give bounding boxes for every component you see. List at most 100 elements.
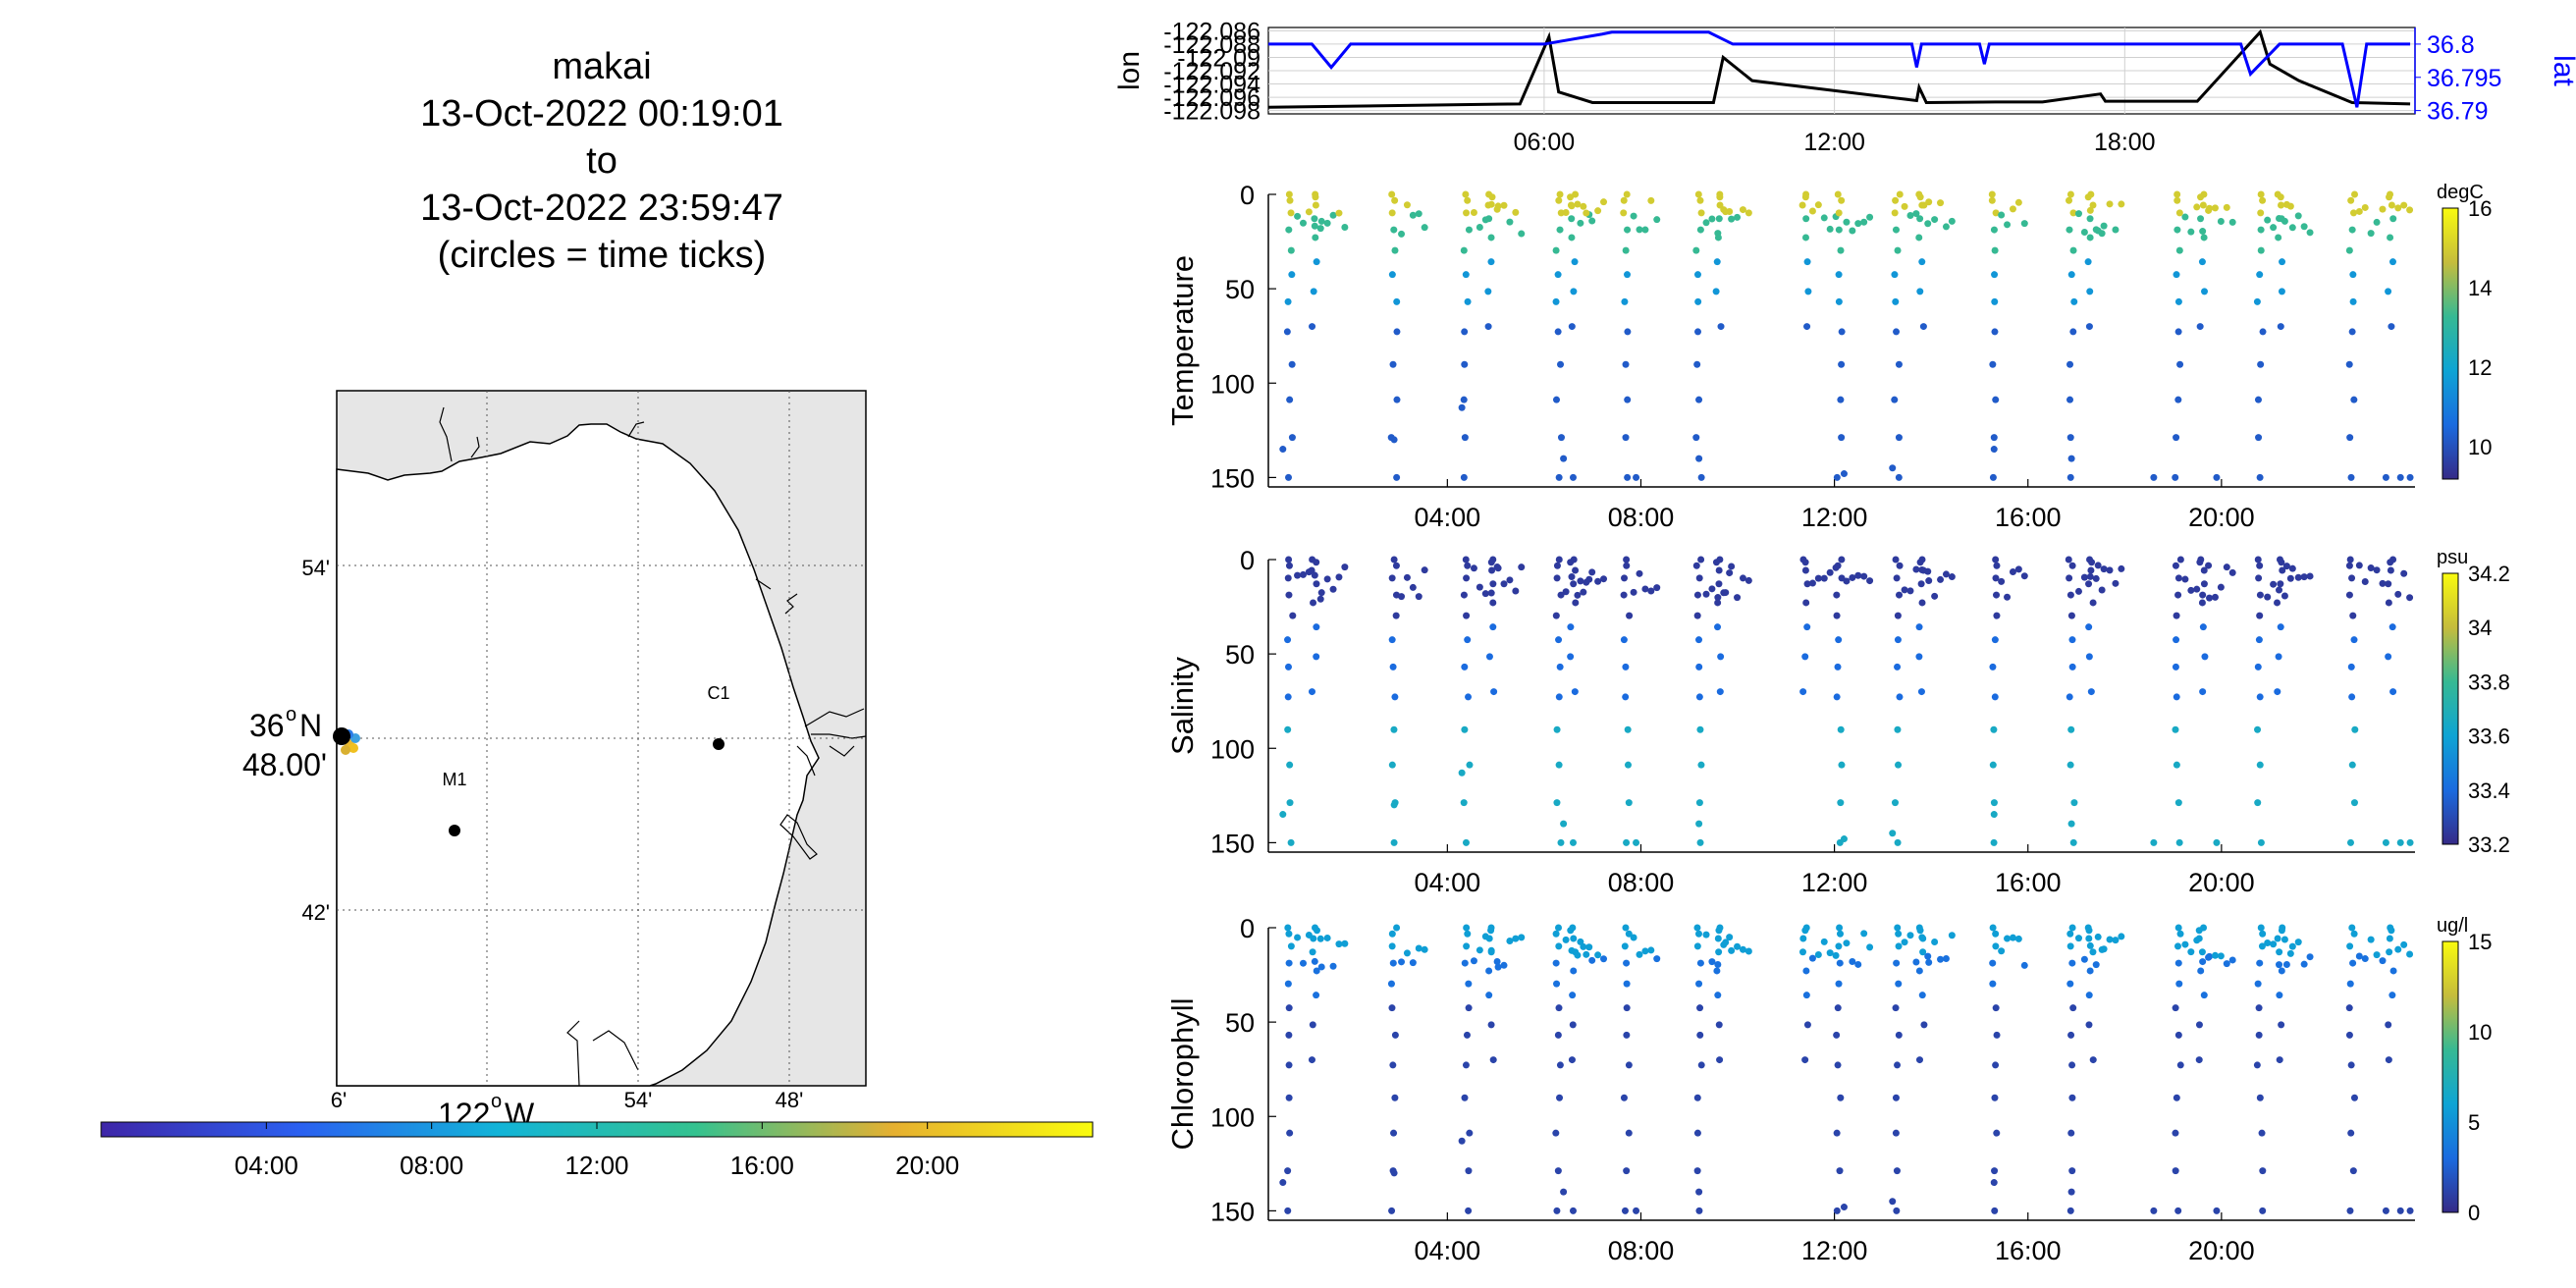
temperature-data-point [1583,209,1590,217]
temperature-data-point [1653,216,1661,224]
chlorophyll-data-point [1693,942,1701,950]
temperature-data-point [1801,193,1809,201]
chlorophyll-data-point [1799,935,1807,942]
salinity-data-point [1695,693,1703,701]
track-point [349,743,358,753]
chlorophyll-data-point [1715,927,1723,935]
temperature-data-point [1567,201,1575,209]
chlorophyll-data-point [2085,927,2093,935]
salinity-data-point [2174,591,2182,599]
salinity-data-point [2067,612,2075,619]
chlorophyll-data-point [1992,930,2000,938]
chlorophyll-data-point [1734,942,1742,950]
salinity-data-point [2348,761,2356,769]
map-panel: 54' 42' 36 o N 48.00' 6' 54' 48' 122 o W… [242,390,867,1132]
salinity-data-point [1695,820,1703,828]
temperature-data-point [1891,271,1899,279]
salinity-data-point [2282,563,2290,570]
temperature-data-point [1948,217,1956,225]
chlorophyll-data-point [2259,1207,2267,1214]
salinity-data-point [1309,688,1316,696]
temperature-data-point [2197,215,2205,223]
salinity-data-point [1461,725,1469,733]
chlorophyll-data-point [1623,959,1631,967]
salinity-data-point [1833,693,1841,701]
chlorophyll-data-point [1919,948,1927,956]
temperature-data-point [2394,204,2402,212]
temperature-data-point [2349,209,2357,217]
chlorophyll-data-point [1915,1056,1923,1064]
salinity-data-point [2256,612,2264,619]
temperature-data-point [1803,323,1811,331]
temperature-data-point [1728,215,1736,223]
salinity-data-point [1814,574,1822,582]
salinity-data-point [1734,594,1742,602]
salinity-data-point [1279,811,1287,819]
temperature-data-point [1722,208,1730,216]
temperature-data-point [1462,271,1470,279]
chlorophyll-data-point [2394,945,2402,953]
salinity-data-point [1802,599,1810,607]
chlorophyll-data-point [1836,930,1844,938]
chlorophyll-data-point [2406,1207,2414,1214]
chlorophyll-data-point [1308,1056,1315,1064]
salinity-data-point [1574,591,1582,599]
temperature-data-point [1279,446,1287,454]
salinity-data-point [2346,838,2354,846]
chlorophyll-data-point [1310,935,1317,942]
temperature-data-point [1843,218,1851,226]
map-lat-minutes: 48.00' [242,747,327,782]
chlorophyll-data-point [1622,924,1630,932]
chlorophyll-data-point [1801,1056,1809,1064]
chlorophyll-data-point [1485,935,1493,942]
salinity-data-point [1461,663,1469,671]
temperature-data-point [1286,396,1294,403]
temperature-colorbar-tick-label: 16 [2468,196,2492,221]
temperature-data-point [2355,207,2363,215]
salinity-data-point [2199,623,2207,631]
salinity-data-point [1560,820,1568,828]
station-m1-marker [449,825,460,836]
chlorophyll-data-point [1512,935,1520,942]
temperature-data-point [1464,297,1472,305]
salinity-data-point [1854,571,1862,579]
salinity-data-point [1739,574,1746,582]
salinity-data-point [1895,761,1903,769]
chlorophyll-data-point [1316,935,1324,942]
salinity-data-point [1708,585,1716,593]
salinity-data-point [1716,688,1724,696]
salinity-data-point [1728,563,1736,570]
chlorophyll-data-point [1313,992,1320,999]
temperature-data-point [1620,209,1628,217]
salinity-data-point [2174,574,2182,582]
chlorophyll-data-point [2255,1004,2263,1012]
temperature-data-point [1838,196,1846,204]
chlorophyll-data-point [2385,1056,2392,1064]
salinity-data-point [1715,580,1723,588]
chlorophyll-data-point [2361,955,2369,963]
temperature-data-point [1840,470,1848,478]
chlorophyll-data-point [1695,1188,1703,1196]
temperature-data-point [2196,323,2204,331]
salinity-data-point [1488,566,1496,574]
chlorophyll-data-point [1390,1129,1398,1137]
chlorophyll-data-point [1569,992,1577,999]
temperature-data-point [2347,196,2355,204]
temperature-data-point [1998,211,2006,219]
salinity-data-point [2068,562,2076,569]
chlorophyll-data-point [2282,960,2290,968]
temperature-data-point [1916,215,1924,223]
temperature-data-point [1715,215,1723,223]
lat-series-line [1268,30,2411,108]
salinity-y-tick-label: 100 [1210,734,1255,764]
salinity-data-point [2068,663,2076,671]
chlorophyll-data-point [1284,980,1292,988]
track-point [341,745,350,755]
chlorophyll-colorbar-label: ug/l [2437,915,2468,937]
temperature-data-point [1798,201,1806,209]
chlorophyll-x-tick-label: 12:00 [1801,1236,1868,1265]
chlorophyll-data-point [1636,950,1643,958]
salinity-data-point [1695,663,1703,671]
chlorophyll-data-point [2089,948,2097,956]
salinity-data-point [1820,574,1828,582]
